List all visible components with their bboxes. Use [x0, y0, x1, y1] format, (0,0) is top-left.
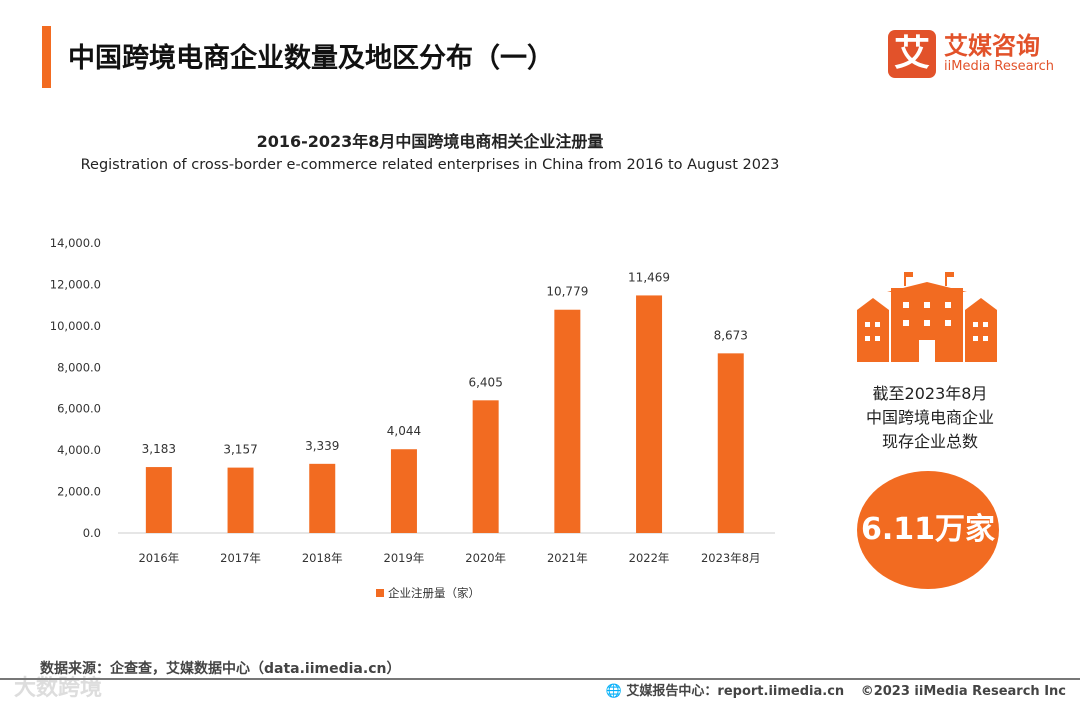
logo-mark: 艾	[888, 30, 936, 78]
data-label: 6,405	[468, 375, 502, 389]
data-label: 11,469	[628, 270, 670, 284]
watermark: 大数跨境	[14, 676, 103, 701]
y-tick-label: 12,000.0	[50, 277, 101, 291]
bar	[309, 463, 336, 533]
x-tick-label: 2021年	[547, 551, 588, 565]
y-tick-label: 2,000.0	[57, 485, 101, 499]
legend-swatch	[376, 589, 384, 597]
copyright: ©2023 iiMedia Research Inc	[860, 684, 1066, 699]
x-tick-label: 2018年	[302, 551, 343, 565]
bar	[717, 353, 744, 533]
caption-line-1: 截至2023年8月	[872, 384, 988, 403]
y-tick-label: 10,000.0	[50, 319, 101, 333]
y-tick-label: 0.0	[83, 526, 101, 540]
y-tick-label: 4,000.0	[57, 443, 101, 457]
data-source: 数据来源：企查查，艾媒数据中心（data.iimedia.cn）	[40, 661, 401, 677]
bar	[554, 309, 581, 533]
x-tick-label: 2023年8月	[701, 551, 761, 565]
bar	[636, 295, 663, 533]
bar	[145, 467, 172, 533]
x-tick-label: 2019年	[384, 551, 425, 565]
y-tick-label: 14,000.0	[50, 236, 101, 250]
data-label: 3,157	[223, 443, 257, 457]
footer-divider	[0, 678, 1080, 680]
chart-subtitle: Registration of cross-border e-commerce …	[80, 157, 780, 173]
logo-cn: 艾媒咨询	[944, 32, 1040, 60]
chart-title: 2016-2023年8月中国跨境电商相关企业注册量	[256, 132, 604, 151]
x-tick-label: 2017年	[220, 551, 261, 565]
data-label: 8,673	[714, 328, 748, 342]
y-tick-label: 8,000.0	[57, 360, 101, 374]
legend-label: 企业注册量（家）	[388, 586, 480, 600]
total-caption: 截至2023年8月 中国跨境电商企业 现存企业总数	[840, 382, 1020, 454]
data-label: 10,779	[546, 285, 588, 299]
data-label: 3,183	[142, 442, 176, 456]
report-link[interactable]: 艾媒报告中心：report.iimedia.cn	[626, 684, 845, 699]
bar	[227, 467, 254, 533]
total-badge: 6.11万家	[857, 471, 999, 589]
iimedia-logo: 艾 艾媒咨询 iiMedia Research	[888, 30, 1054, 78]
data-label: 4,044	[387, 424, 421, 438]
title-accent-bar	[42, 26, 51, 88]
logo-en: iiMedia Research	[944, 59, 1055, 74]
page-title: 中国跨境电商企业数量及地区分布（一）	[68, 43, 554, 74]
footer: 🌐 艾媒报告中心：report.iimedia.cn ©2023 iiMedia…	[606, 680, 1066, 699]
building-icon	[857, 272, 997, 362]
y-tick-label: 6,000.0	[57, 402, 101, 416]
data-label: 3,339	[305, 439, 339, 453]
caption-line-3: 现存企业总数	[881, 432, 978, 451]
caption-line-2: 中国跨境电商企业	[865, 408, 994, 427]
bar	[472, 400, 499, 533]
x-tick-label: 2016年	[138, 551, 179, 565]
bar	[390, 449, 417, 533]
x-tick-label: 2020年	[465, 551, 506, 565]
x-tick-label: 2022年	[629, 551, 670, 565]
globe-icon: 🌐	[605, 684, 622, 699]
